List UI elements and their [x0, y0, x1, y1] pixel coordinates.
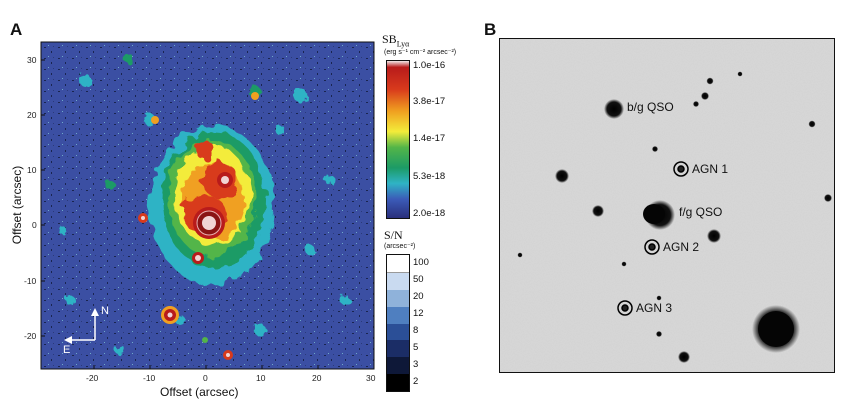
sn-colorbar [386, 254, 410, 392]
label-agn1: AGN 1 [692, 162, 729, 176]
y-tick-label: 10 [27, 165, 37, 175]
sn-tick-label: 8 [413, 325, 419, 336]
x-axis-title: Offset (arcsec) [160, 385, 239, 399]
sn-tick-label: 5 [413, 342, 419, 353]
sb-tick-label: 3.8e-17 [413, 96, 446, 107]
agn2-marker [644, 239, 660, 255]
agn-circles [617, 161, 689, 316]
sb-colorbar-units: (erg s⁻¹ cm⁻² arcsec⁻²) [384, 49, 457, 56]
y-tick-label: -10 [24, 276, 37, 286]
sb-tick-label: 1.0e-16 [413, 60, 446, 71]
sb-tick-label: 5.3e-18 [413, 171, 446, 182]
sb-tick-label: 1.4e-17 [413, 133, 446, 144]
sn-step [387, 357, 409, 375]
panel-b: b/g QSO AGN 1 f/g QSO AGN 2 AGN 3 [499, 38, 835, 373]
sources [517, 71, 832, 363]
x-tick-label: -10 [143, 373, 156, 383]
map-frame [40, 41, 375, 370]
y-tick-label: 30 [27, 55, 37, 65]
sb-colorbar-title: SBLyα [382, 32, 410, 49]
compass-n-label: N [101, 305, 109, 317]
y-tick-label: -20 [24, 331, 37, 341]
sn-tick-label: 2 [413, 376, 419, 387]
sn-tick-label: 12 [413, 308, 424, 319]
sn-step [387, 323, 409, 341]
sb-colorbar [386, 60, 410, 219]
x-tick-label: 20 [312, 373, 322, 383]
x-tick-label: -20 [86, 373, 99, 383]
compass [64, 308, 99, 344]
sn-tick-label: 20 [413, 291, 424, 302]
sn-step [387, 374, 409, 391]
sn-tick-label: 3 [413, 359, 419, 370]
sn-colorbar-units: (arcsec⁻²) [384, 243, 416, 250]
agn3-marker [617, 300, 633, 316]
label-fg-qso: f/g QSO [679, 205, 723, 219]
sn-step [387, 272, 409, 290]
y-tick-label: 0 [32, 220, 37, 230]
x-tick-marks [41, 59, 375, 369]
label-bg-qso: b/g QSO [627, 100, 674, 114]
y-axis-title: Offset (arcsec) [10, 165, 24, 245]
x-tick-label: 10 [256, 373, 266, 383]
sn-colorbar-title: S/N [384, 228, 403, 242]
x-tick-label: 30 [366, 373, 376, 383]
nebula [150, 125, 274, 285]
panel-a: N E -20 -10 0 10 20 30 30 20 10 0 -10 -2… [10, 32, 457, 399]
y-tick-label: 20 [27, 110, 37, 120]
sn-step [387, 340, 409, 358]
sn-step [387, 255, 409, 273]
label-agn2: AGN 2 [663, 240, 700, 254]
bright-sources [138, 92, 259, 360]
label-agn3: AGN 3 [636, 301, 673, 315]
sn-step [387, 289, 409, 307]
compass-e-label: E [63, 344, 71, 356]
agn1-marker [673, 161, 689, 177]
panel-a-letter: A [10, 20, 23, 39]
sn-step [387, 306, 409, 324]
panel-b-letter: B [484, 20, 497, 39]
lya-map [40, 41, 375, 370]
sn-tick-label: 50 [413, 274, 424, 285]
sn-tick-label: 100 [413, 257, 429, 268]
sb-tick-label: 2.0e-18 [413, 208, 446, 219]
grayscale-image [499, 38, 835, 373]
x-tick-label: 0 [203, 373, 208, 383]
